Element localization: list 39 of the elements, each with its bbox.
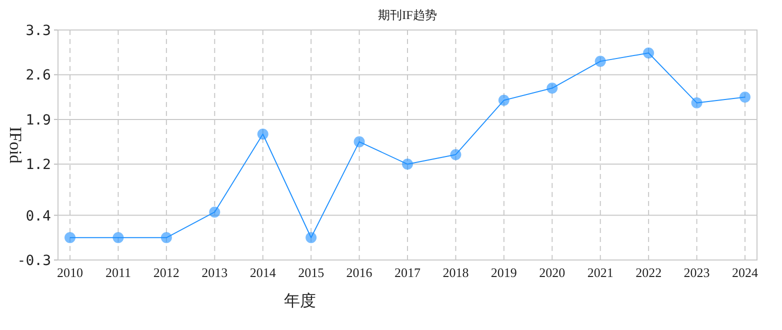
x-tick-label: 2018 [442,265,469,280]
point [306,232,317,244]
y-tick-label: 1.9 [26,112,51,128]
x-tick-label: 2012 [153,265,180,280]
point [594,56,606,67]
point [643,48,654,58]
point [691,97,702,108]
point [64,232,76,244]
y-tick-label: 2.6 [26,68,51,84]
y-tick-label: 3.3 [26,23,51,39]
x-tick-label: 2021 [587,265,614,280]
point [209,206,220,218]
y-tick-label: -0.3 [17,253,51,269]
chart-title: 期刊IF趋势 [378,8,437,22]
y-tick-label: 1.2 [26,157,51,174]
point [160,232,172,244]
x-tick-label: 2017 [394,265,421,280]
point [112,232,124,244]
point [498,94,510,106]
y-axis-title: IFoid [6,126,25,164]
x-tick-label: 2016 [346,265,373,280]
x-tick-label: 2015 [298,265,324,280]
x-tick-label: 2019 [490,265,517,280]
x-tick-label: 2010 [57,265,83,280]
x-tick-label: 2020 [539,265,566,280]
x-tick-label: 2011 [105,265,131,280]
point [354,136,365,148]
point [450,149,462,160]
x-tick-label: 2013 [202,265,228,280]
y-tick-label: 0.4 [26,208,51,224]
x-tick-label: 2023 [684,265,710,280]
point [402,158,413,170]
x-tick-label: 2022 [636,265,662,280]
x-tick-label: 2024 [732,265,758,280]
point [740,92,750,103]
x-axis-title: 年度 [284,292,316,310]
x-tick-label: 2014 [250,265,276,280]
point [546,82,558,94]
point [257,128,268,140]
